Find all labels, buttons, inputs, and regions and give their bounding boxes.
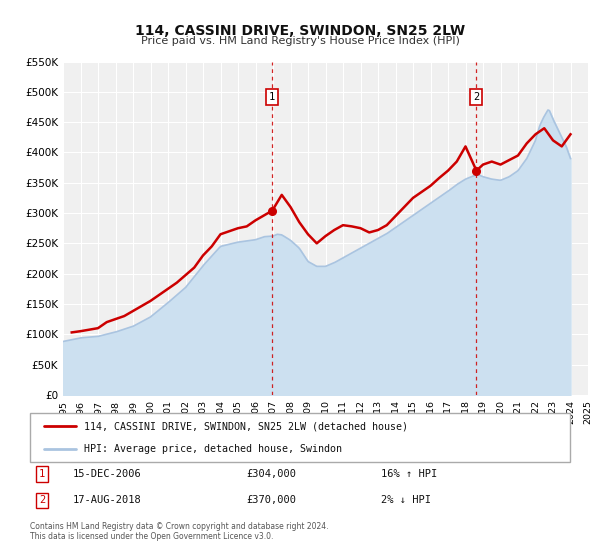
Text: 2: 2 bbox=[473, 92, 479, 101]
FancyBboxPatch shape bbox=[30, 413, 570, 462]
Text: This data is licensed under the Open Government Licence v3.0.: This data is licensed under the Open Gov… bbox=[30, 532, 274, 541]
Text: 1: 1 bbox=[39, 469, 45, 479]
Text: 114, CASSINI DRIVE, SWINDON, SN25 2LW: 114, CASSINI DRIVE, SWINDON, SN25 2LW bbox=[135, 24, 465, 38]
Text: 1: 1 bbox=[269, 92, 275, 101]
Text: £304,000: £304,000 bbox=[246, 469, 296, 479]
Text: 16% ↑ HPI: 16% ↑ HPI bbox=[381, 469, 437, 479]
Text: 2: 2 bbox=[39, 496, 45, 506]
Text: 15-DEC-2006: 15-DEC-2006 bbox=[73, 469, 142, 479]
Text: £370,000: £370,000 bbox=[246, 496, 296, 506]
Text: 17-AUG-2018: 17-AUG-2018 bbox=[73, 496, 142, 506]
Text: HPI: Average price, detached house, Swindon: HPI: Average price, detached house, Swin… bbox=[84, 444, 342, 454]
Text: 114, CASSINI DRIVE, SWINDON, SN25 2LW (detached house): 114, CASSINI DRIVE, SWINDON, SN25 2LW (d… bbox=[84, 422, 408, 432]
Text: Price paid vs. HM Land Registry's House Price Index (HPI): Price paid vs. HM Land Registry's House … bbox=[140, 36, 460, 46]
Text: Contains HM Land Registry data © Crown copyright and database right 2024.: Contains HM Land Registry data © Crown c… bbox=[30, 522, 329, 531]
Text: 2% ↓ HPI: 2% ↓ HPI bbox=[381, 496, 431, 506]
